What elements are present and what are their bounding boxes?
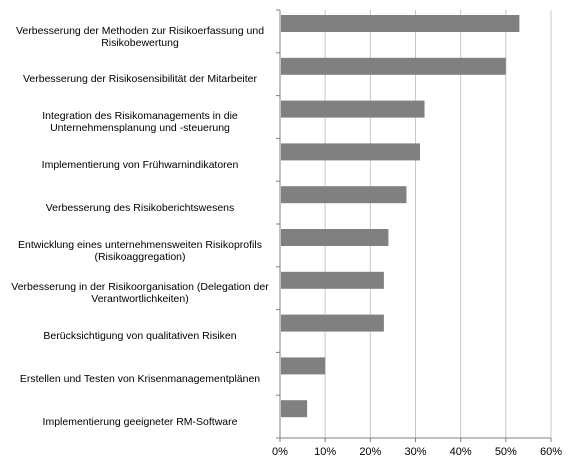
category-label: Verbesserung des Risikoberichtswesens — [45, 201, 235, 214]
category-label: Erstellen und Testen von Krisenmanagemen… — [19, 372, 261, 385]
bar — [281, 100, 425, 118]
bar — [281, 271, 384, 289]
category-label: Verbesserung in der Risikoorganisation (… — [11, 281, 269, 306]
bar — [281, 143, 421, 161]
x-tick-label: 0% — [272, 446, 288, 458]
category-label: Verbesserung der Risikosensibilität der … — [22, 73, 258, 86]
category-label: Implementierung geeigneter RM-Software — [42, 415, 238, 428]
bar — [281, 186, 407, 204]
x-tick-label: 20% — [359, 446, 381, 458]
category-label: Integration des Risikomanagements in die… — [42, 110, 238, 135]
category-label: Implementierung von Frühwarnindikatoren — [41, 158, 239, 171]
x-tick-label: 10% — [314, 446, 336, 458]
x-tick-label: 50% — [495, 446, 517, 458]
bar — [281, 229, 389, 246]
x-tick-label: 30% — [404, 446, 426, 458]
x-tick-label: 60% — [540, 446, 562, 458]
bar — [281, 400, 308, 418]
x-tick-label: 40% — [450, 446, 472, 458]
bar — [281, 314, 384, 332]
bar — [281, 15, 520, 32]
category-label: Berücksichtigung von qualitativen Risike… — [43, 330, 237, 343]
bar — [281, 357, 326, 375]
category-label: Entwicklung eines unternehmensweiten Ris… — [18, 238, 262, 263]
bar — [281, 57, 506, 75]
category-label: Verbesserung der Methoden zur Risikoerfa… — [15, 24, 265, 49]
